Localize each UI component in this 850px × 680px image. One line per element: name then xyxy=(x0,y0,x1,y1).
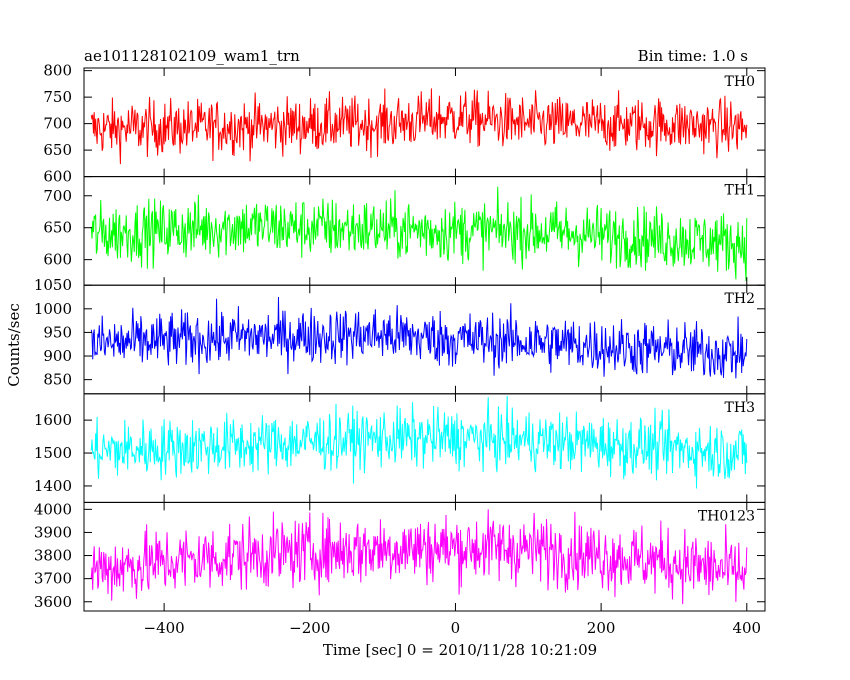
panel-th1: 600 650 700 TH1 xyxy=(43,176,766,286)
y-tick-label: 3700 xyxy=(34,570,72,588)
panel-label: TH3 xyxy=(725,400,755,416)
y-tick-label: 1400 xyxy=(34,477,72,495)
y-tick-label: 800 xyxy=(43,62,72,80)
panel-th3: 1400 1500 1600 TH3 xyxy=(34,393,766,503)
panel-label: TH0123 xyxy=(698,508,755,524)
y-tick-label: 3600 xyxy=(34,593,72,611)
panel-th0: 600 650 700 750 800 TH0 xyxy=(43,62,766,186)
y-tick-label: 950 xyxy=(43,323,72,341)
panels-group: 600 650 700 750 800 TH0 600 650 700 TH1 850 900 950 1… xyxy=(34,62,766,612)
x-tick-label: 400 xyxy=(732,619,761,637)
y-tick-label: 1050 xyxy=(34,276,72,294)
panel-label: TH1 xyxy=(725,183,755,199)
series-line-th0 xyxy=(90,88,748,165)
x-tick-label: 0 xyxy=(451,619,461,637)
series-line-th3 xyxy=(90,395,748,489)
x-tick-label: −200 xyxy=(289,619,330,637)
panel-th2: 850 900 950 1000 1050 TH2 xyxy=(34,276,766,395)
panel-label: TH2 xyxy=(725,291,755,307)
chart-title: ae101128102109_wam1_trn xyxy=(84,47,300,65)
series-line-th0123 xyxy=(90,509,748,605)
y-tick-label: 1000 xyxy=(34,300,72,318)
x-axis: −400 −200 0 200 400 xyxy=(144,619,762,637)
panel-frame xyxy=(83,284,766,395)
panel-label: TH0 xyxy=(725,74,755,90)
y-tick-label: 850 xyxy=(43,371,72,389)
x-tick-label: −400 xyxy=(144,619,185,637)
y-tick-label: 600 xyxy=(43,251,72,269)
y-tick-label: 3800 xyxy=(34,547,72,565)
series-line-th1 xyxy=(90,186,748,281)
y-tick-label: 700 xyxy=(43,115,72,133)
x-axis-label: Time [sec] 0 = 2010/11/28 10:21:09 xyxy=(323,641,597,659)
y-tick-label: 750 xyxy=(43,88,72,106)
y-tick-label: 4000 xyxy=(34,500,72,518)
x-tick-label: 200 xyxy=(587,619,616,637)
y-tick-label: 3900 xyxy=(34,523,72,541)
bin-time-label: Bin time: 1.0 s xyxy=(638,47,748,65)
y-tick-label: 1500 xyxy=(34,444,72,462)
panel-frame xyxy=(83,501,766,612)
y-tick-label: 650 xyxy=(43,141,72,159)
y-tick-label: 600 xyxy=(43,168,72,186)
panel-th0123: 3600 3700 3800 3900 4000 TH0123 xyxy=(34,500,766,612)
y-tick-label: 1600 xyxy=(34,411,72,429)
series-line-th2 xyxy=(90,296,748,379)
y-tick-label: 650 xyxy=(43,219,72,237)
y-tick-label: 900 xyxy=(43,347,72,365)
y-axis-label: Counts/sec xyxy=(5,303,23,387)
y-tick-label: 700 xyxy=(43,187,72,205)
